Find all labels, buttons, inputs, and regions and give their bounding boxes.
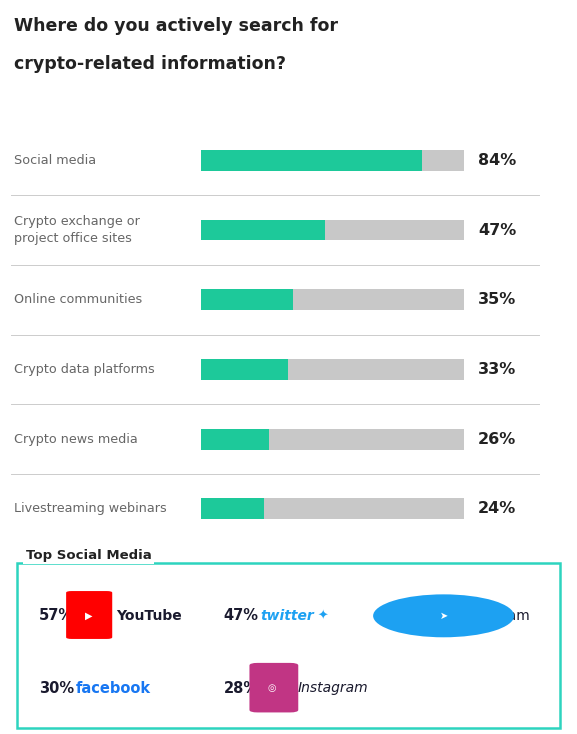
Text: 24%: 24% — [478, 501, 516, 516]
Text: Telegram: Telegram — [466, 608, 530, 623]
Text: 57%: 57% — [39, 608, 74, 623]
Bar — [201, 359, 287, 380]
Text: Top Social Media: Top Social Media — [26, 548, 152, 562]
Text: 35%: 35% — [478, 292, 516, 308]
FancyBboxPatch shape — [249, 663, 298, 713]
Circle shape — [373, 595, 514, 637]
Text: twitter: twitter — [260, 608, 314, 623]
Text: Where do you actively search for: Where do you actively search for — [14, 17, 338, 34]
Text: 30%: 30% — [39, 681, 74, 696]
Text: 26%: 26% — [478, 432, 516, 447]
Text: Crypto data platforms: Crypto data platforms — [14, 363, 155, 376]
Bar — [201, 150, 422, 171]
Bar — [201, 429, 464, 450]
Text: Livestreaming webinars: Livestreaming webinars — [14, 502, 167, 515]
Text: ▶: ▶ — [85, 611, 93, 621]
Text: crypto-related information?: crypto-related information? — [14, 55, 286, 73]
Bar — [201, 289, 293, 310]
Text: facebook: facebook — [76, 681, 151, 696]
Bar — [201, 219, 324, 241]
Text: Online communities: Online communities — [14, 294, 142, 306]
Text: YouTube: YouTube — [117, 608, 182, 623]
Text: ➤: ➤ — [440, 611, 448, 621]
Text: Instagram: Instagram — [297, 681, 368, 696]
Text: Crypto exchange or
project office sites: Crypto exchange or project office sites — [14, 215, 140, 245]
Bar — [201, 359, 464, 380]
Text: 28%: 28% — [223, 681, 258, 696]
Bar — [201, 498, 464, 520]
Bar — [201, 219, 464, 241]
Bar — [201, 498, 264, 520]
Bar — [201, 429, 269, 450]
Text: ◎: ◎ — [268, 683, 276, 694]
Text: 33%: 33% — [478, 362, 516, 377]
Bar — [201, 289, 464, 310]
Bar — [201, 150, 464, 171]
Text: 84%: 84% — [478, 153, 516, 168]
Text: ✦: ✦ — [317, 609, 328, 622]
Text: 35%: 35% — [397, 608, 432, 623]
Text: Social media: Social media — [14, 154, 96, 167]
Text: 47%: 47% — [478, 222, 516, 238]
FancyBboxPatch shape — [66, 591, 112, 639]
Text: 47%: 47% — [223, 608, 258, 623]
Text: Crypto news media: Crypto news media — [14, 432, 137, 446]
